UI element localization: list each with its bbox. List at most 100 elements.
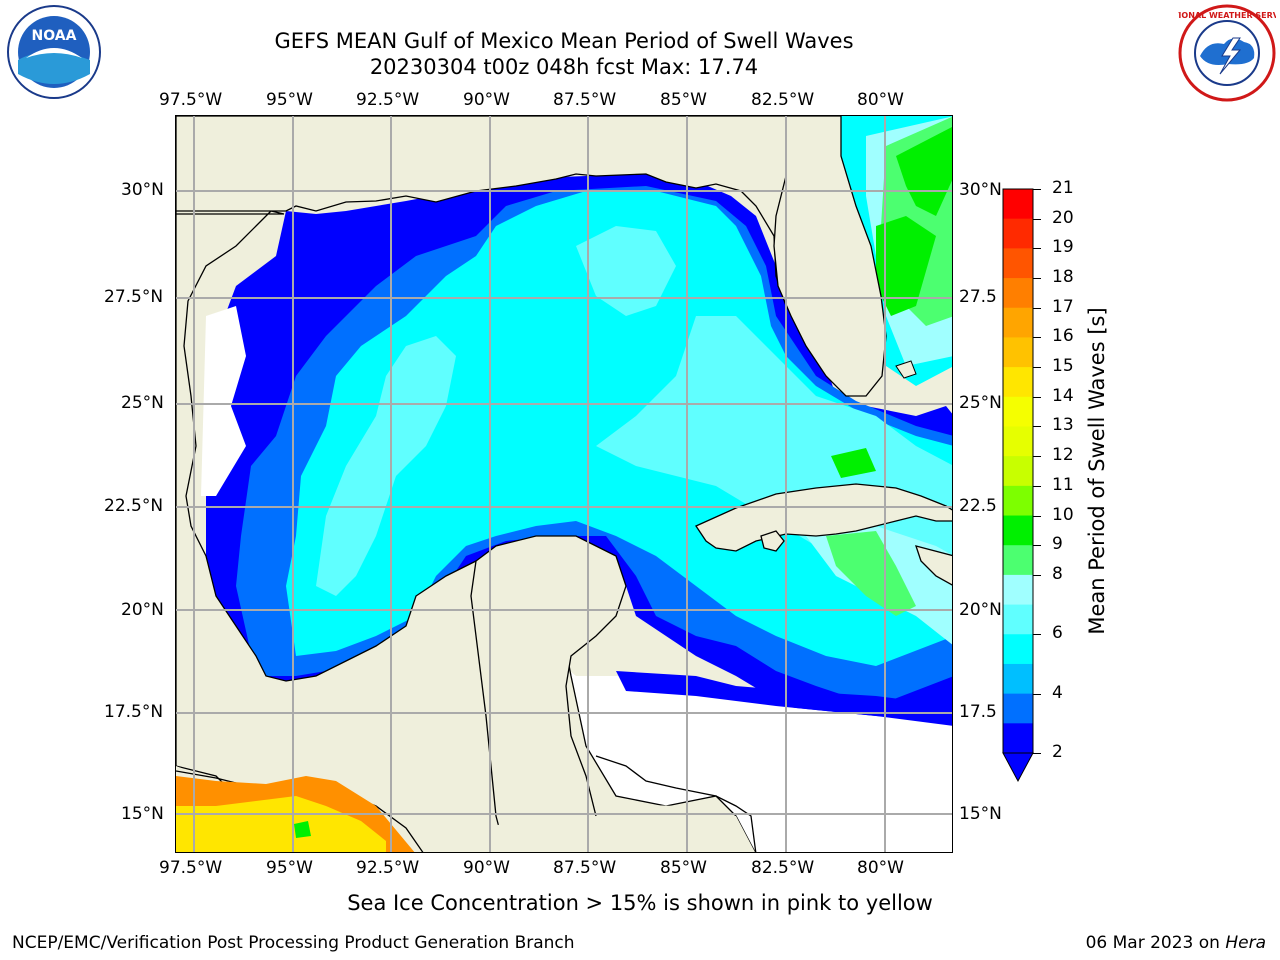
- colorbar-cell: [1003, 485, 1033, 517]
- colorbar-tick-label: 21: [1052, 178, 1074, 198]
- footer-date: 06 Mar 2023 on Hera: [1086, 933, 1266, 953]
- lat-label-left-17.5n: 17.5°N: [104, 702, 164, 722]
- land-bahamas: [895, 360, 917, 379]
- nodata-west-coast: [201, 306, 246, 496]
- lon-label-top-97.5w: 97.5°W: [159, 90, 223, 110]
- colorbar-tick-label: 8: [1052, 563, 1063, 584]
- colorbar-cell: [1003, 663, 1033, 695]
- colorbar-tick-label: 19: [1052, 237, 1074, 258]
- chart-title: GEFS MEAN Gulf of Mexico Mean Period of …: [274, 29, 854, 53]
- grid-lines: [176, 116, 952, 852]
- colorbar-tick-label: 12: [1052, 445, 1074, 466]
- colorbar-tick-mark: [1033, 248, 1041, 250]
- colorbar-tick-mark: [1033, 456, 1041, 458]
- colorbar-tick-label: 15: [1052, 356, 1074, 377]
- lat-label-left-30n: 30°N: [121, 180, 164, 200]
- lon-label-bottom-95w: 95°W: [266, 858, 313, 878]
- colorbar-cell: [1003, 426, 1033, 457]
- colorbar-cell: [1003, 218, 1033, 249]
- colorbar-tick-label: 18: [1052, 267, 1074, 288]
- colorbar: [1002, 188, 1034, 783]
- lat-label-right-17.5: 17.5: [959, 702, 997, 722]
- colorbar-tick-label: 11: [1052, 474, 1074, 495]
- gulf-patch-light-cyan-north: [576, 226, 676, 316]
- colorbar-cell: [1003, 634, 1033, 665]
- land-jamaica: [760, 530, 785, 552]
- lon-label-bottom-85w: 85°W: [660, 858, 707, 878]
- chart-subtitle: 20230304 t00z 048h fcst Max: 17.74: [369, 55, 759, 79]
- colorbar-cell: [1003, 278, 1033, 309]
- colorbar-tick-mark: [1033, 189, 1041, 190]
- lon-label-top-95w: 95°W: [266, 90, 313, 110]
- colorbar-tick-label: 14: [1052, 385, 1074, 406]
- nws-logo: NATIONAL WEATHER SERVICE: [1178, 4, 1276, 102]
- noaa-logo: NOAA: [7, 5, 101, 99]
- lat-label-right-27.5: 27.5: [959, 287, 997, 307]
- lon-label-top-87.5w: 87.5°W: [553, 90, 617, 110]
- colorbar-tick-label: 9: [1052, 534, 1063, 555]
- land-hispaniola: [915, 545, 952, 586]
- lat-label-left-22.5n: 22.5°N: [104, 496, 164, 516]
- nws-logo-text: NATIONAL WEATHER SERVICE: [1178, 11, 1276, 20]
- ice-subtitle: Sea Ice Concentration > 15% is shown in …: [347, 891, 933, 915]
- lon-label-bottom-90w: 90°W: [463, 858, 510, 878]
- colorbar-tick-mark: [1033, 485, 1041, 487]
- lon-label-top-90w: 90°W: [463, 90, 510, 110]
- colorbar-tick-mark: [1033, 753, 1041, 754]
- colorbar-tick-mark: [1033, 693, 1041, 695]
- colorbar-tick-label: 4: [1052, 682, 1063, 703]
- lat-label-right-15n: 15°N: [959, 804, 1002, 824]
- lon-label-bottom-97.5w: 97.5°W: [159, 858, 223, 878]
- colorbar-tick-mark: [1033, 426, 1041, 428]
- land-florida: [773, 116, 887, 397]
- straits-green: [831, 448, 876, 478]
- lat-label-right-22.5: 22.5: [959, 496, 997, 516]
- lat-label-right-30n: 30°N: [959, 180, 1002, 200]
- lat-label-left-25n: 25°N: [121, 393, 164, 413]
- colorbar-tick-mark: [1033, 367, 1041, 369]
- lon-label-bottom-82.5w: 82.5°W: [751, 858, 815, 878]
- colorbar-tick-mark: [1033, 634, 1041, 636]
- map-panel: [175, 115, 953, 853]
- colorbar-tick-label: 20: [1052, 207, 1074, 228]
- atlantic-band-bright-green-2: [876, 216, 936, 316]
- colorbar-cell: [1003, 396, 1033, 428]
- footer-date-text: 06 Mar 2023 on: [1085, 933, 1226, 953]
- colorbar-cell: [1003, 515, 1033, 546]
- colorbar-tick-mark: [1033, 218, 1041, 220]
- lat-label-right-20n: 20°N: [959, 600, 1002, 620]
- colorbar-cell: [1003, 456, 1033, 487]
- colorbar-cell: [1003, 337, 1033, 368]
- colorbar-cell: [1003, 604, 1033, 635]
- colorbar-tick-label: 10: [1052, 504, 1074, 525]
- colorbar-tick-mark: [1033, 545, 1041, 547]
- lat-label-right-25n: 25°N: [959, 393, 1002, 413]
- caribbean-south-green-spot: [294, 821, 311, 838]
- colorbar-cell: [1003, 723, 1033, 754]
- footer-host: Hera: [1225, 933, 1266, 953]
- colorbar-label: Mean Period of Swell Waves [s]: [1085, 307, 1109, 635]
- colorbar-tick-mark: [1033, 278, 1041, 280]
- colorbar-tick-mark: [1033, 337, 1041, 339]
- colorbar-tick-mark: [1033, 515, 1041, 517]
- lon-label-bottom-87.5w: 87.5°W: [553, 858, 617, 878]
- swell-period-map: [176, 116, 952, 852]
- lon-label-top-92.5w: 92.5°W: [356, 90, 420, 110]
- noaa-logo-text: NOAA: [32, 28, 77, 44]
- colorbar-tick-mark: [1033, 574, 1041, 576]
- colorbar-tick-mark: [1033, 307, 1041, 309]
- caribbean-south-yellow: [176, 796, 386, 852]
- footer-credit: NCEP/EMC/Verification Post Processing Pr…: [12, 933, 575, 953]
- lat-label-left-27.5n: 27.5°N: [104, 287, 164, 307]
- colorbar-tick-label: 2: [1052, 742, 1063, 762]
- lon-label-top-85w: 85°W: [660, 90, 707, 110]
- colorbar-tick-mark: [1033, 396, 1041, 398]
- caribbean-south-blue: [616, 671, 952, 721]
- lon-label-top-82.5w: 82.5°W: [751, 90, 815, 110]
- caribbean-green: [826, 531, 916, 616]
- land-cuba: [695, 483, 952, 552]
- colorbar-tick-label: 6: [1052, 623, 1063, 644]
- colorbar-cell: [1003, 189, 1033, 220]
- colorbar-tick-label: 16: [1052, 326, 1074, 347]
- colorbar-tick-label: 17: [1052, 296, 1074, 317]
